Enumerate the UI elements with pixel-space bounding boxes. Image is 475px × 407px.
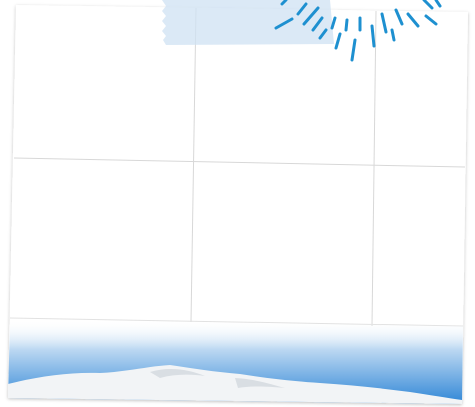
sun-ray	[346, 20, 347, 30]
tape	[162, 0, 334, 45]
sun-ray	[424, 0, 432, 8]
sun-ray	[436, 0, 440, 6]
sun-ray	[392, 30, 394, 40]
sun-ray	[372, 26, 374, 46]
scene	[0, 0, 475, 407]
paper	[8, 5, 468, 404]
page: (() => { const data = JSON.parse(documen…	[0, 0, 475, 407]
